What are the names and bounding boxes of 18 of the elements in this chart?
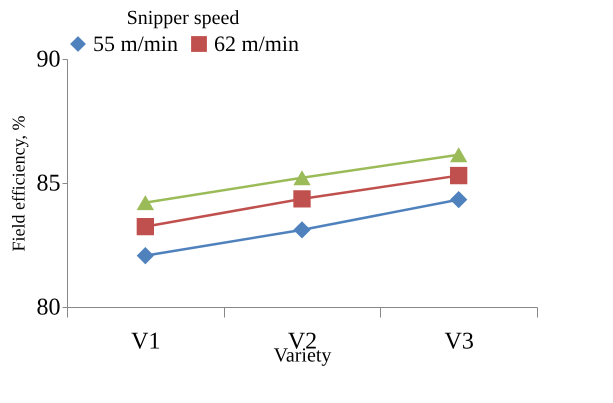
point <box>450 147 468 162</box>
legend-label: 55 m/min <box>93 31 178 56</box>
y-tick-label: 90 <box>36 46 60 72</box>
y-axis-title: Field efficiency, % <box>8 116 28 252</box>
x-tick-label: V1 <box>131 328 161 354</box>
x-tick-label: V3 <box>444 328 474 354</box>
point <box>450 166 468 184</box>
y-tick-label: 85 <box>36 170 60 196</box>
point <box>450 190 468 208</box>
point <box>293 170 311 186</box>
legend-title: Snipper speed <box>126 7 240 29</box>
point <box>293 221 311 239</box>
legend-label: 62 m/min <box>214 31 299 56</box>
point <box>136 195 154 210</box>
point <box>136 218 154 236</box>
point <box>136 247 154 264</box>
point <box>293 190 311 208</box>
y-tick-label: 80 <box>36 294 60 320</box>
